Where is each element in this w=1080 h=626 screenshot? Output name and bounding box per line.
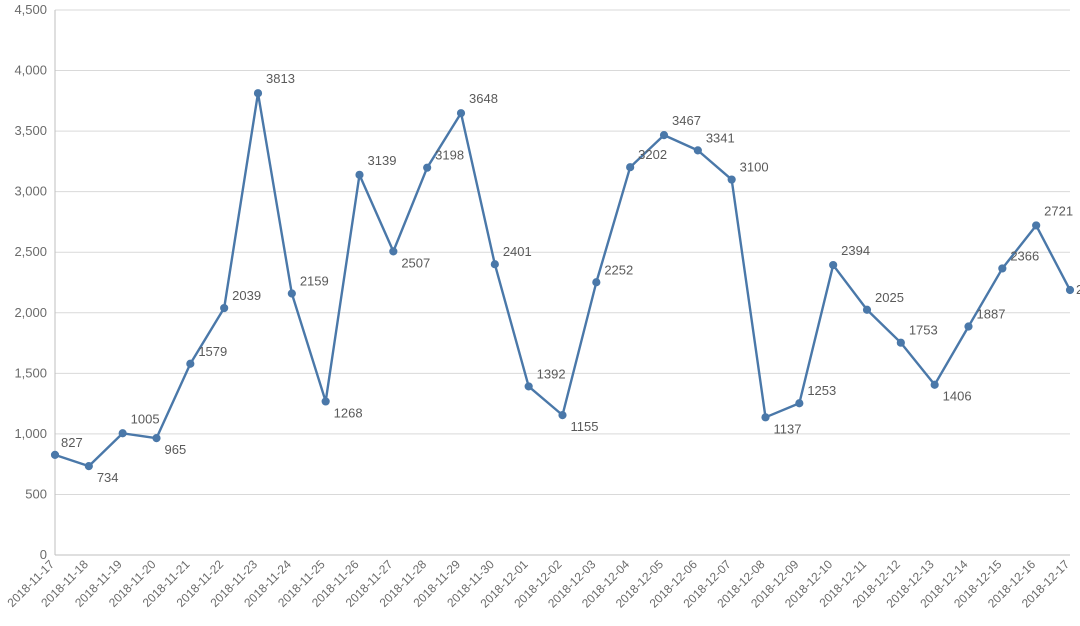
gridlines: 05001,0001,5002,0002,5003,0003,5004,0004…: [14, 2, 1070, 562]
data-point: [356, 171, 363, 178]
y-tick-label: 3,000: [14, 184, 47, 199]
x-tick-labels: 2018-11-172018-11-182018-11-192018-11-20…: [4, 557, 1072, 611]
y-tick-label: 1,000: [14, 426, 47, 441]
value-label: 1753: [909, 323, 938, 338]
value-label: 1887: [977, 306, 1006, 321]
value-label: 3202: [638, 147, 667, 162]
data-point: [119, 430, 126, 437]
value-label: 734: [97, 470, 119, 485]
chart-svg: 05001,0001,5002,0002,5003,0003,5004,0004…: [0, 0, 1080, 626]
value-label: 2394: [841, 243, 870, 258]
data-point: [424, 164, 431, 171]
value-label: 1579: [198, 344, 227, 359]
data-point: [52, 451, 59, 458]
value-label: 1253: [807, 383, 836, 398]
data-point: [390, 248, 397, 255]
value-label: 3341: [706, 130, 735, 145]
value-label: 1137: [774, 421, 802, 436]
y-tick-label: 1,500: [14, 365, 47, 380]
value-label: 3100: [740, 160, 769, 175]
y-tick-label: 3,500: [14, 123, 47, 138]
value-label: 1406: [943, 389, 972, 404]
value-label: 3813: [266, 71, 295, 86]
y-tick-label: 2,500: [14, 244, 47, 259]
value-label: 3198: [435, 148, 464, 163]
data-point: [153, 435, 160, 442]
data-point: [661, 132, 668, 139]
value-label: 2401: [503, 244, 532, 259]
data-point: [965, 323, 972, 330]
data-point: [728, 176, 735, 183]
data-point: [694, 147, 701, 154]
value-label: 1392: [537, 366, 566, 381]
data-point: [85, 463, 92, 470]
data-point: [1033, 222, 1040, 229]
y-tick-label: 4,000: [14, 63, 47, 78]
value-label: 2252: [604, 262, 633, 277]
data-point: [762, 414, 769, 421]
value-label: 2039: [232, 288, 261, 303]
data-point: [796, 400, 803, 407]
data-point: [221, 305, 228, 312]
y-tick-label: 4,500: [14, 2, 47, 17]
data-point: [458, 110, 465, 117]
value-label: 965: [165, 442, 187, 457]
value-label: 1268: [334, 405, 363, 420]
data-point: [593, 279, 600, 286]
value-label: 3139: [368, 153, 397, 168]
data-point: [897, 339, 904, 346]
value-label: 2159: [300, 274, 329, 289]
data-point: [525, 383, 532, 390]
line-chart: 05001,0001,5002,0002,5003,0003,5004,0004…: [0, 0, 1080, 626]
y-tick-label: 2,000: [14, 305, 47, 320]
value-label: 3467: [672, 113, 701, 128]
data-point: [288, 290, 295, 297]
data-point: [864, 306, 871, 313]
data-point: [187, 360, 194, 367]
series-line: [55, 93, 1070, 466]
value-label: 2025: [875, 290, 904, 305]
value-label: 3648: [469, 91, 498, 106]
data-point: [491, 261, 498, 268]
value-label: 2507: [401, 255, 430, 270]
value-label: 1155: [571, 419, 599, 434]
data-point: [830, 262, 837, 269]
value-label: 2721: [1044, 203, 1073, 218]
value-label: 2188: [1076, 282, 1080, 297]
data-point: [255, 90, 262, 97]
data-point: [627, 164, 634, 171]
data-point: [1067, 287, 1074, 294]
data-point: [999, 265, 1006, 272]
y-tick-label: 500: [25, 486, 47, 501]
data-points: 827 734 1005 965 1579 2039 3813 2159 1268 3139 250…: [52, 71, 1080, 485]
value-label: 2366: [1010, 248, 1039, 263]
value-label: 827: [61, 435, 83, 450]
data-point: [559, 412, 566, 419]
data-point: [931, 381, 938, 388]
data-point: [322, 398, 329, 405]
value-label: 1005: [131, 411, 160, 426]
